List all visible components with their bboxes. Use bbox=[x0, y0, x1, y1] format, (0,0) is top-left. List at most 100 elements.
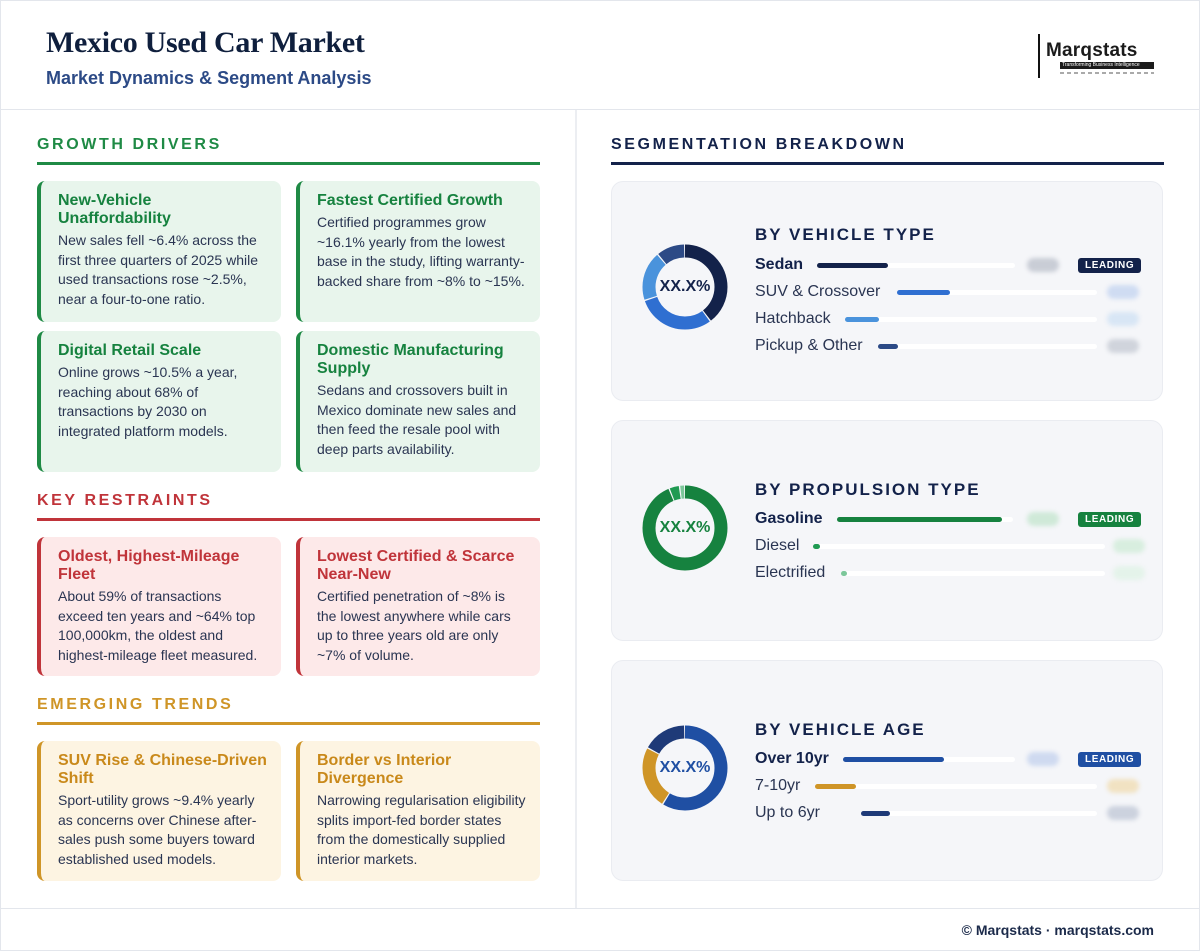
donut-center-label: XX.X% bbox=[659, 278, 711, 295]
emerging-trends-heading: EMERGING TRENDS bbox=[37, 696, 234, 713]
key-restraints-rule bbox=[37, 518, 540, 521]
segment-row-suv-crossover: SUV & Crossover bbox=[755, 282, 1145, 302]
leading-badge: LEADING bbox=[1078, 512, 1142, 527]
segment-label: Diesel bbox=[755, 537, 800, 554]
donut-vehicle-age bbox=[642, 725, 728, 811]
segment-bar bbox=[878, 344, 898, 349]
card-body: Sport-utility grows ~9.4% yearly as conc… bbox=[58, 792, 257, 867]
panel-vehicle-type: XX.X% BY VEHICLE TYPE Sedan LEADING SUV … bbox=[611, 181, 1163, 401]
leading-badge: LEADING bbox=[1078, 752, 1142, 767]
segment-value-blurred bbox=[1107, 339, 1139, 353]
segment-row-electrified: Electrified bbox=[755, 563, 1145, 583]
card-domestic-manufacturing-supply: Domestic Manufacturing Supply Sedans and… bbox=[296, 331, 540, 472]
card-title: Oldest, Highest-Mileage Fleet bbox=[58, 548, 240, 583]
growth-drivers-rule bbox=[37, 162, 540, 165]
card-border-vs-interior: Border vs Interior Divergence Narrowing … bbox=[296, 741, 540, 881]
card-body: Certified penetration of ~8% is the lowe… bbox=[317, 588, 511, 663]
logo-tagline-bar bbox=[1060, 62, 1154, 69]
segmentation-heading: SEGMENTATION BREAKDOWN bbox=[611, 136, 907, 153]
column-divider bbox=[575, 110, 577, 908]
donut-vehicle-type bbox=[642, 244, 728, 330]
segment-row-pickup-other: Pickup & Other bbox=[755, 336, 1145, 356]
donut-slice-sedan bbox=[642, 244, 728, 330]
page-title: Mexico Used Car Market bbox=[46, 26, 365, 59]
segment-row-sedan: Sedan LEADING bbox=[755, 255, 1145, 275]
segment-bar bbox=[815, 784, 857, 789]
card-body: New sales fell ~6.4% across the first th… bbox=[58, 232, 258, 307]
segment-value-blurred bbox=[1027, 752, 1059, 766]
panel-vehicle-age: XX.X% BY VEHICLE AGE Over 10yr LEADING 7… bbox=[611, 660, 1163, 881]
card-title: SUV Rise & Chinese-Driven Shift bbox=[58, 752, 267, 787]
segment-bar bbox=[813, 544, 821, 549]
segment-label: SUV & Crossover bbox=[755, 283, 881, 300]
card-body: Online grows ~10.5% a year, reaching abo… bbox=[58, 364, 238, 439]
segment-track bbox=[845, 317, 1097, 322]
page-subtitle: Market Dynamics & Segment Analysis bbox=[46, 68, 372, 88]
key-restraints-heading: KEY RESTRAINTS bbox=[37, 492, 213, 509]
segment-value-blurred bbox=[1027, 258, 1059, 272]
card-title: Fastest Certified Growth bbox=[317, 192, 503, 209]
donut-slice-hatchback bbox=[642, 244, 728, 330]
segment-value-blurred bbox=[1107, 312, 1139, 326]
segment-value-blurred bbox=[1107, 779, 1139, 793]
card-title: Border vs Interior Divergence bbox=[317, 752, 452, 787]
segment-bar bbox=[845, 317, 879, 322]
card-lowest-certified: Lowest Certified & Scarce Near-New Certi… bbox=[296, 537, 540, 676]
segment-row-over-10yr: Over 10yr LEADING bbox=[755, 749, 1145, 769]
segment-track bbox=[843, 757, 1015, 762]
segment-bar bbox=[843, 757, 945, 762]
segment-bar bbox=[897, 290, 951, 295]
segment-label: Electrified bbox=[755, 564, 826, 581]
segment-label: Hatchback bbox=[755, 310, 831, 327]
donut-slice-over-10yr bbox=[642, 725, 728, 811]
segment-label: 7-10yr bbox=[755, 777, 801, 794]
card-title: New-Vehicle Unaffordability bbox=[58, 192, 171, 227]
logo-tagline: Transforming Business Intelligence bbox=[1062, 62, 1140, 68]
panel-title: BY VEHICLE TYPE bbox=[755, 225, 936, 244]
segment-value-blurred bbox=[1113, 539, 1145, 553]
donut-center-label: XX.X% bbox=[659, 759, 711, 776]
segment-track bbox=[815, 784, 1097, 789]
segment-row-7-10yr: 7-10yr bbox=[755, 776, 1145, 796]
card-body: Certified programmes grow ~16.1% yearly … bbox=[317, 214, 525, 289]
donut-propulsion-type bbox=[642, 485, 728, 571]
growth-drivers-heading: GROWTH DRIVERS bbox=[37, 136, 222, 153]
segment-label: Sedan bbox=[755, 256, 804, 273]
logo-wordmark: Marqstats bbox=[1046, 40, 1138, 61]
segment-value-blurred bbox=[1107, 806, 1139, 820]
segment-row-diesel: Diesel bbox=[755, 536, 1145, 556]
emerging-trends-rule bbox=[37, 722, 540, 725]
card-body: Narrowing regularisation eligibility spl… bbox=[317, 792, 526, 867]
footer: © Marqstats · marqstats.com bbox=[0, 908, 1200, 951]
segment-track bbox=[837, 517, 1013, 522]
card-title: Domestic Manufacturing Supply bbox=[317, 342, 504, 377]
segment-row-up-to-6yr: Up to 6yr bbox=[755, 803, 1145, 823]
segment-label: Pickup & Other bbox=[755, 337, 863, 354]
card-body: Sedans and crossovers built in Mexico do… bbox=[317, 382, 517, 457]
segment-value-blurred bbox=[1113, 566, 1145, 580]
segment-label: Gasoline bbox=[755, 510, 823, 527]
segment-track bbox=[841, 571, 1105, 576]
segment-track bbox=[878, 344, 1097, 349]
panel-propulsion-type: XX.X% BY PROPULSION TYPE Gasoline LEADIN… bbox=[611, 420, 1163, 641]
segment-track bbox=[897, 290, 1097, 295]
marqstats-logo: Marqstats Transforming Business Intellig… bbox=[1038, 34, 1158, 78]
segment-row-gasoline: Gasoline LEADING bbox=[755, 509, 1145, 529]
segment-track bbox=[817, 263, 1015, 268]
segment-track bbox=[813, 544, 1105, 549]
segment-bar bbox=[837, 517, 1003, 522]
header: Mexico Used Car Market Market Dynamics &… bbox=[0, 0, 1200, 110]
card-fastest-certified-growth: Fastest Certified Growth Certified progr… bbox=[296, 181, 540, 322]
segment-bar bbox=[817, 263, 889, 268]
donut-slice-suv-crossover bbox=[642, 244, 728, 330]
card-new-vehicle-unaffordability: New-Vehicle Unaffordability New sales fe… bbox=[37, 181, 281, 322]
donut-slice-7-10yr bbox=[642, 725, 728, 811]
donut-center-label: XX.X% bbox=[659, 519, 711, 536]
card-title: Digital Retail Scale bbox=[58, 342, 202, 359]
segment-value-blurred bbox=[1107, 285, 1139, 299]
segment-bar bbox=[861, 811, 891, 816]
donut-slice-gasoline bbox=[642, 485, 728, 571]
panel-title: BY PROPULSION TYPE bbox=[755, 480, 981, 499]
footer-copyright: © Marqstats · marqstats.com bbox=[961, 922, 1154, 938]
segment-bar bbox=[841, 571, 847, 576]
